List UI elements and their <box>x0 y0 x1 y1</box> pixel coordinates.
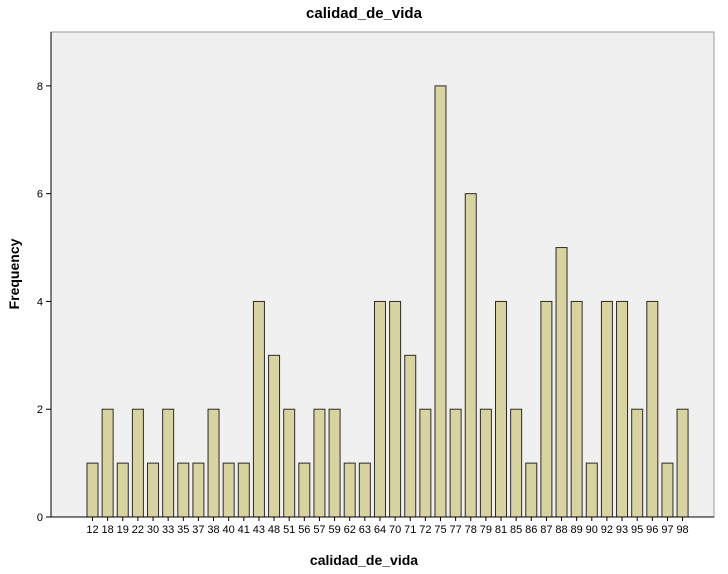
x-tick-label: 86 <box>525 524 537 536</box>
bar-41 <box>237 462 250 518</box>
x-tick-label: 77 <box>449 524 461 536</box>
y-tick-label: 2 <box>37 404 43 416</box>
bar-96 <box>646 300 659 518</box>
x-tick-label: 96 <box>646 524 658 536</box>
bars-group <box>86 85 689 518</box>
x-tick-label: 92 <box>601 524 613 536</box>
bar-48 <box>268 354 281 518</box>
x-tick-label: 19 <box>117 524 129 536</box>
x-tick-label: 93 <box>616 524 628 536</box>
bar-85 <box>510 408 523 518</box>
x-tick-label: 22 <box>132 524 144 536</box>
bar-64 <box>373 300 386 518</box>
x-tick-label: 33 <box>162 524 174 536</box>
x-tick-label: 95 <box>631 524 643 536</box>
x-tick-label: 18 <box>102 524 114 536</box>
bar-30 <box>147 462 160 518</box>
bar-92 <box>600 300 613 518</box>
bar-71 <box>404 354 417 518</box>
bar-18 <box>101 408 114 518</box>
x-tick-label: 85 <box>510 524 522 536</box>
bar-90 <box>585 462 598 518</box>
bar-12 <box>86 462 99 518</box>
bar-56 <box>298 462 311 518</box>
bar-88 <box>555 247 568 518</box>
x-tick-label: 75 <box>434 524 446 536</box>
y-tick-label: 0 <box>37 512 43 524</box>
y-tick-label: 8 <box>37 81 43 93</box>
bar-98 <box>676 408 689 518</box>
bar-81 <box>495 300 508 518</box>
y-tick-label: 6 <box>37 189 43 201</box>
x-tick-label: 79 <box>480 524 492 536</box>
x-tick-label: 41 <box>238 524 250 536</box>
x-tick-label: 63 <box>359 524 371 536</box>
x-tick-label: 30 <box>147 524 159 536</box>
bar-40 <box>222 462 235 518</box>
bar-78 <box>464 193 477 518</box>
x-tick-label: 71 <box>404 524 416 536</box>
x-tick-label: 90 <box>586 524 598 536</box>
bar-70 <box>389 300 402 518</box>
x-tick-label: 51 <box>283 524 295 536</box>
bar-22 <box>131 408 144 518</box>
x-tick-label: 62 <box>344 524 356 536</box>
x-tick-label: 64 <box>374 524 386 536</box>
bar-62 <box>343 462 356 518</box>
x-tick-label: 88 <box>555 524 567 536</box>
x-tick-label: 72 <box>419 524 431 536</box>
bar-63 <box>358 462 371 518</box>
bar-33 <box>162 408 175 518</box>
x-tick-label: 40 <box>223 524 235 536</box>
x-tick-label: 35 <box>177 524 189 536</box>
x-tick-label: 98 <box>676 524 688 536</box>
bar-87 <box>540 300 553 518</box>
bar-93 <box>616 300 629 518</box>
x-tick-label: 38 <box>207 524 219 536</box>
x-tick-label: 37 <box>192 524 204 536</box>
x-axis-title: calidad_de_vida <box>309 552 419 568</box>
bar-75 <box>434 85 447 518</box>
bar-59 <box>328 408 341 518</box>
y-tick-label: 4 <box>37 296 43 308</box>
x-tick-label: 97 <box>661 524 673 536</box>
x-tick-label: 43 <box>253 524 265 536</box>
bar-43 <box>252 300 265 518</box>
chart-title: calidad_de_vida <box>306 5 422 22</box>
bar-89 <box>570 300 583 518</box>
bar-51 <box>283 408 296 518</box>
x-tick-label: 57 <box>313 524 325 536</box>
bar-19 <box>116 462 129 518</box>
x-tick-label: 87 <box>540 524 552 536</box>
y-axis: 0 2 4 6 8 <box>37 32 52 524</box>
x-tick-label: 59 <box>328 524 340 536</box>
bar-72 <box>419 408 432 518</box>
bar-37 <box>192 462 205 518</box>
bar-86 <box>525 462 538 518</box>
x-axis: 12 18 19 22 30 33 35 37 38 40 41 43 48 51 56 57 59 62 63 64… <box>51 516 714 536</box>
x-tick-label: 48 <box>268 524 280 536</box>
bar-97 <box>661 462 674 518</box>
x-tick-label: 78 <box>465 524 477 536</box>
bar-77 <box>449 408 462 518</box>
x-tick-label: 89 <box>571 524 583 536</box>
x-tick-label: 70 <box>389 524 401 536</box>
bar-95 <box>631 408 644 518</box>
x-tick-label: 12 <box>86 524 98 536</box>
x-tick-label: 56 <box>298 524 310 536</box>
bar-38 <box>207 408 220 518</box>
bar-79 <box>479 408 492 518</box>
bar-57 <box>313 408 326 518</box>
x-tick-label: 81 <box>495 524 507 536</box>
bar-35 <box>177 462 190 518</box>
